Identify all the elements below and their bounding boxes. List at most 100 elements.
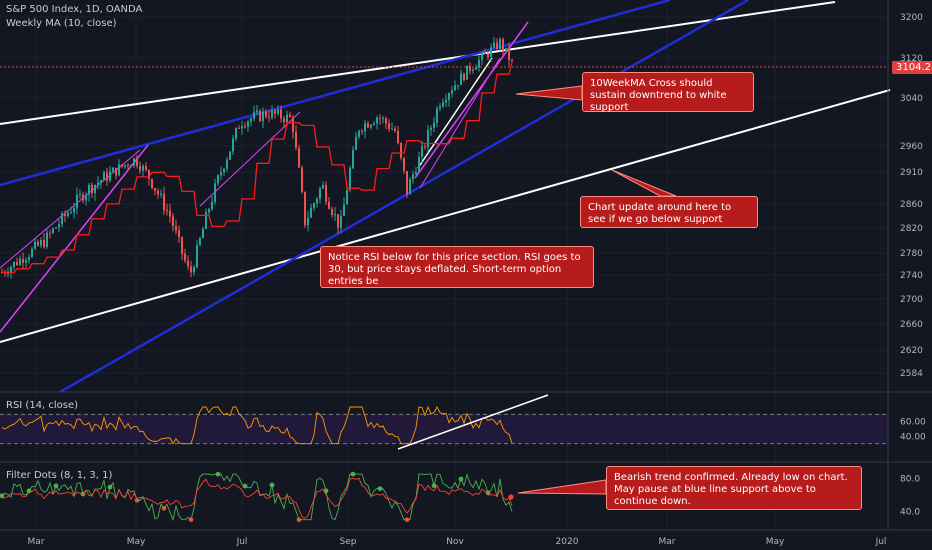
- candle: [172, 212, 174, 232]
- callout-pointers: [515, 85, 677, 495]
- candle-body: [85, 194, 87, 201]
- candle: [364, 119, 366, 139]
- candle: [448, 92, 450, 107]
- candle: [76, 187, 78, 215]
- candle: [328, 197, 330, 210]
- candle: [325, 181, 327, 206]
- candle: [487, 51, 489, 61]
- candle-body: [16, 261, 18, 265]
- candle: [394, 125, 396, 133]
- candle-body: [466, 65, 468, 80]
- candle-body: [70, 212, 72, 214]
- candle: [397, 126, 399, 145]
- candles: [1, 36, 513, 279]
- candle-body: [310, 207, 312, 218]
- candle: [415, 166, 417, 178]
- candle: [22, 252, 24, 270]
- candle-body: [151, 178, 153, 189]
- candle: [376, 115, 378, 130]
- candle: [46, 229, 48, 249]
- candle-body: [49, 232, 51, 234]
- candle-body: [367, 123, 369, 128]
- candle: [361, 128, 363, 136]
- candle: [472, 68, 474, 74]
- candle: [193, 264, 195, 276]
- candle: [19, 255, 21, 267]
- candle: [4, 269, 6, 277]
- candle: [262, 107, 264, 128]
- candle-body: [493, 42, 495, 48]
- candle: [13, 261, 15, 271]
- candle: [253, 105, 255, 122]
- candle-body: [124, 164, 126, 167]
- candle: [457, 84, 459, 90]
- candle-body: [502, 39, 504, 51]
- candle: [403, 157, 405, 174]
- candle-body: [379, 117, 381, 119]
- candle: [82, 191, 84, 204]
- candle-body: [115, 167, 117, 176]
- candle-body: [61, 213, 63, 225]
- rsi-legend: RSI (14, close): [6, 400, 79, 411]
- candle: [406, 171, 408, 198]
- candle-body: [307, 217, 309, 226]
- candle: [490, 43, 492, 62]
- blue-lower-trendline: [59, 0, 749, 394]
- candle-body: [313, 203, 315, 208]
- candle-body: [289, 114, 291, 118]
- candle-body: [394, 128, 396, 132]
- candle-body: [139, 165, 141, 171]
- candle-body: [226, 159, 228, 169]
- candle-body: [340, 215, 342, 228]
- y-tick-10: 3040: [900, 94, 923, 104]
- candle-body: [211, 201, 213, 210]
- ma-line: [2, 62, 513, 274]
- callout-ma-cross: 10WeekMA Cross should sustain downtrend …: [582, 72, 754, 113]
- y-tick-12: 3200: [900, 13, 923, 23]
- candle-body: [238, 127, 240, 129]
- candle: [373, 121, 375, 126]
- candle-body: [25, 259, 27, 263]
- candle-body: [232, 138, 234, 152]
- candle: [133, 157, 135, 168]
- candle: [199, 236, 201, 247]
- x-tick-8: Jul: [875, 537, 887, 547]
- candle: [64, 210, 66, 223]
- candle-body: [181, 236, 183, 254]
- candle: [421, 140, 423, 163]
- candle-body: [22, 258, 24, 263]
- candle-body: [76, 194, 78, 209]
- candle: [250, 116, 252, 126]
- candle-body: [142, 165, 144, 171]
- candle-body: [256, 110, 258, 113]
- candle-body: [358, 130, 360, 137]
- filter-fast-path: [1, 473, 513, 522]
- y-tick-3: 2700: [900, 295, 923, 305]
- rsi-pane: [0, 394, 888, 450]
- candle-body: [481, 52, 483, 60]
- candle: [181, 236, 183, 261]
- candle: [481, 51, 483, 66]
- candle-body: [247, 121, 249, 127]
- filter-dots-pane: [0, 471, 514, 523]
- candle-body: [475, 67, 477, 70]
- candle: [355, 131, 357, 150]
- candle-body: [400, 143, 402, 158]
- candle-body: [7, 273, 9, 275]
- x-tick-2: Jul: [236, 537, 248, 547]
- candle-body: [40, 239, 42, 246]
- candle-body: [217, 175, 219, 184]
- candle: [292, 114, 294, 139]
- candle-body: [424, 146, 426, 148]
- candle: [217, 174, 219, 186]
- candle-body: [448, 93, 450, 100]
- candle: [166, 203, 168, 216]
- weekly-ma-path: [2, 62, 513, 274]
- candle: [91, 182, 93, 198]
- candle: [322, 181, 324, 190]
- candle-body: [352, 149, 354, 169]
- magenta-channel-2: [199, 111, 301, 207]
- candle: [388, 119, 390, 133]
- candle-body: [331, 208, 333, 215]
